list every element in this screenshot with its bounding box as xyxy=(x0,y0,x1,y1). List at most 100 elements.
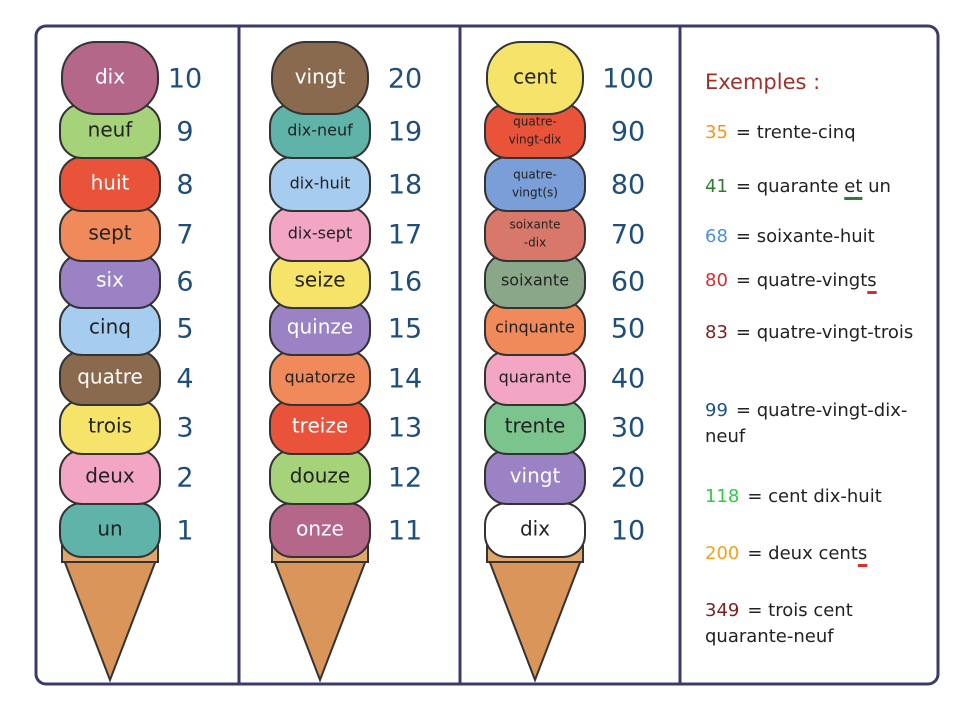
example-number: 41 xyxy=(705,176,728,197)
example-text: = quatre-vingt xyxy=(735,270,868,291)
scoop-number: 17 xyxy=(388,220,422,251)
scoop-label: vingt xyxy=(510,464,561,488)
scoop-number: 19 xyxy=(388,117,422,148)
example: 41 = quarante et un xyxy=(705,174,920,200)
scoop-label: quatre- xyxy=(513,115,557,129)
scoop-number: 8 xyxy=(176,170,193,201)
example: 80 = quatre-vingts xyxy=(705,268,920,294)
scoop-label: cinq xyxy=(89,315,131,339)
cone xyxy=(487,559,583,683)
scoop-label: neuf xyxy=(88,118,134,142)
example-number: 200 xyxy=(705,543,740,564)
scoop-label: dix-huit xyxy=(290,174,351,193)
example-number: 83 xyxy=(705,322,728,343)
example: 349 = trois cent quarante-neuf xyxy=(705,598,920,650)
scoop-label: un xyxy=(97,517,122,541)
examples-title: Exemples : xyxy=(705,70,821,94)
scoop-label: vingt-dix xyxy=(509,133,562,147)
scoop-label: quatre xyxy=(77,365,143,389)
scoop-number: 100 xyxy=(602,64,654,95)
scoop-label: dix xyxy=(520,517,550,541)
scoop-label: vingt(s) xyxy=(512,186,558,200)
cone xyxy=(272,559,368,683)
scoop-label: cinquante xyxy=(495,318,575,337)
example: 200 = deux cents xyxy=(705,541,920,567)
example-text: = cent dix-huit xyxy=(747,486,882,507)
example-number: 349 xyxy=(705,600,740,621)
scoop-label: soixante xyxy=(501,271,569,290)
example: 118 = cent dix-huit xyxy=(705,484,920,510)
scoop-number: 50 xyxy=(611,314,645,345)
example-text: s xyxy=(867,270,877,291)
scoop-number: 9 xyxy=(176,117,193,148)
scoop-number: 10 xyxy=(611,516,645,547)
scoop-label: dix xyxy=(95,65,125,89)
example: 83 = quatre-vingt-trois xyxy=(705,320,920,346)
scoop-number: 16 xyxy=(388,267,422,298)
scoop xyxy=(271,41,369,115)
scoop-label: dix-sept xyxy=(288,224,352,243)
scoop-number: 20 xyxy=(388,64,422,95)
scoop-label: quarante xyxy=(499,368,572,387)
scoop-label: vingt xyxy=(295,65,346,89)
scoop-label: soixante xyxy=(509,218,560,232)
scoop-label: -dix xyxy=(524,236,546,250)
scoop-number: 13 xyxy=(388,413,422,444)
scoop xyxy=(486,41,584,115)
scoop-label: huit xyxy=(91,171,130,195)
example-text: = soixante-huit xyxy=(735,226,875,247)
scoop-label: treize xyxy=(292,414,348,438)
scoop-number: 80 xyxy=(611,170,645,201)
example-number: 80 xyxy=(705,270,728,291)
example-text: = quarante xyxy=(735,176,845,197)
scoop-number: 14 xyxy=(388,364,422,395)
scoop-number: 6 xyxy=(176,267,193,298)
example-number: 35 xyxy=(705,122,728,143)
scoop-label: trois xyxy=(88,414,132,438)
scoop-label: quinze xyxy=(287,315,353,339)
scoop xyxy=(61,41,159,115)
scoop-label: dix-neuf xyxy=(287,121,353,140)
scoop xyxy=(484,206,586,262)
frame xyxy=(34,24,940,686)
scoop xyxy=(484,156,586,212)
scoop-number: 7 xyxy=(176,220,193,251)
example-text: = quatre-vingt-trois xyxy=(735,322,914,343)
scoop-label: quatre- xyxy=(513,168,557,182)
scoop-number: 3 xyxy=(176,413,193,444)
example-text: = quatre-vingt-dix-neuf xyxy=(705,400,908,447)
scoop-number: 10 xyxy=(168,64,202,95)
scoop-label: six xyxy=(96,268,124,292)
scoop-label: sept xyxy=(88,221,131,245)
example: 35 = trente-cinq xyxy=(705,120,920,146)
scoop-label: quatorze xyxy=(285,368,356,387)
scoop-label: onze xyxy=(296,517,344,541)
scoop-number: 2 xyxy=(176,463,193,494)
example-text: = deux cent xyxy=(747,543,858,564)
example-text: et xyxy=(844,176,863,197)
scoop-label: seize xyxy=(294,268,345,292)
example: 99 = quatre-vingt-dix-neuf xyxy=(705,398,920,450)
scoop-label: trente xyxy=(505,414,566,438)
cone xyxy=(62,559,158,683)
scoop-number: 40 xyxy=(611,364,645,395)
example: 68 = soixante-huit xyxy=(705,224,920,250)
example-text: = trente-cinq xyxy=(735,122,856,143)
scoop-label: douze xyxy=(290,464,350,488)
scoop-number: 18 xyxy=(388,170,422,201)
scoop-number: 11 xyxy=(388,516,422,547)
scoop-number: 5 xyxy=(176,314,193,345)
scoop-number: 4 xyxy=(176,364,193,395)
example-number: 99 xyxy=(705,400,728,421)
scoop-number: 90 xyxy=(611,117,645,148)
example-number: 118 xyxy=(705,486,740,507)
scoop-label: cent xyxy=(513,65,557,89)
example-number: 68 xyxy=(705,226,728,247)
scoop-label: deux xyxy=(85,464,135,488)
scoop-number: 20 xyxy=(611,463,645,494)
scoop-number: 30 xyxy=(611,413,645,444)
example-text: un xyxy=(862,176,891,197)
example-text: s xyxy=(857,543,868,564)
